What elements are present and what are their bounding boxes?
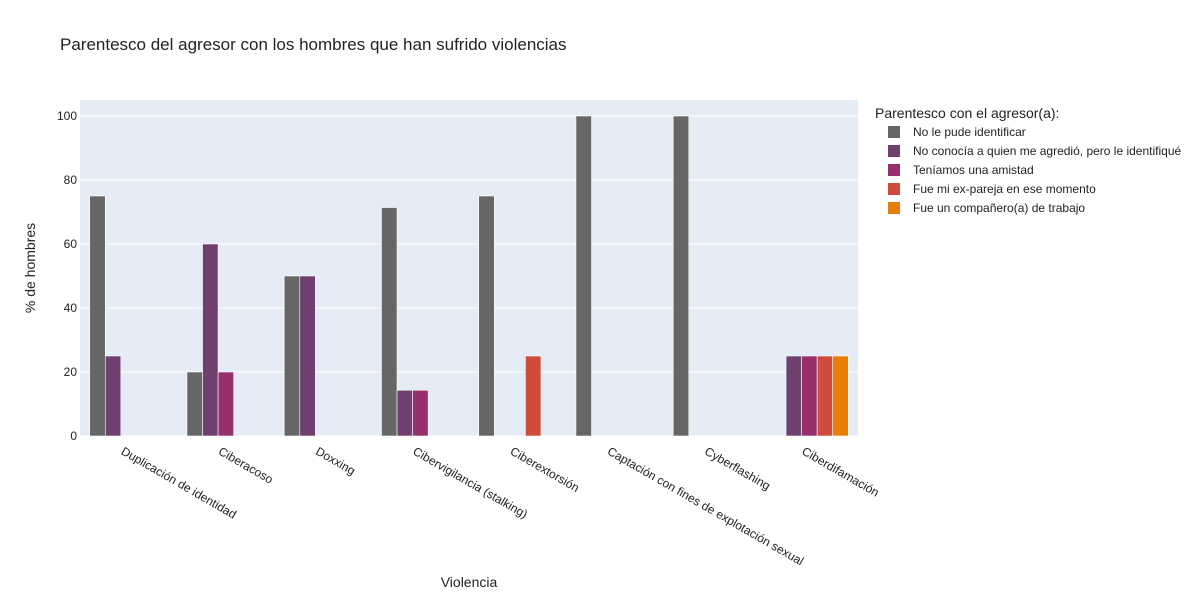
chart-title: Parentesco del agresor con los hombres q… bbox=[60, 35, 567, 54]
y-tick-label: 20 bbox=[64, 365, 78, 379]
bar bbox=[816, 355, 834, 437]
bar bbox=[396, 389, 413, 437]
legend-swatch bbox=[888, 183, 900, 195]
bar bbox=[89, 195, 106, 437]
bar bbox=[832, 355, 849, 437]
bar bbox=[217, 371, 234, 437]
bar bbox=[186, 371, 203, 437]
bars bbox=[89, 115, 849, 437]
y-axis-ticks: 0 20 40 60 80 100 bbox=[57, 109, 77, 443]
x-tick-label: Ciberacoso bbox=[216, 444, 276, 487]
y-tick-label: 80 bbox=[64, 173, 78, 187]
x-tick-label: Ciberdifamación bbox=[799, 444, 881, 499]
y-tick-label: 100 bbox=[57, 109, 77, 123]
y-tick-label: 0 bbox=[70, 429, 77, 443]
y-axis-title: % de hombres bbox=[22, 223, 38, 313]
bar bbox=[478, 195, 495, 437]
x-tick-label: Ciberextorsión bbox=[508, 444, 582, 495]
bar bbox=[785, 355, 802, 437]
bar bbox=[381, 207, 398, 437]
bar bbox=[104, 355, 122, 437]
legend: Parentesco con el agresor(a): No le pude… bbox=[875, 105, 1182, 215]
x-axis-title: Violencia bbox=[441, 574, 498, 590]
bar bbox=[283, 275, 301, 437]
x-tick-label: Doxxing bbox=[313, 444, 358, 478]
bar bbox=[672, 115, 690, 437]
x-tick-label: Captación con fines de explotación sexua… bbox=[605, 444, 806, 568]
bar bbox=[202, 243, 219, 437]
legend-label: No conocía a quien me agredió, pero le i… bbox=[913, 144, 1182, 158]
legend-label: No le pude identificar bbox=[913, 125, 1026, 139]
bar bbox=[525, 355, 542, 437]
y-tick-label: 40 bbox=[64, 301, 78, 315]
bar bbox=[575, 115, 592, 437]
bar bbox=[412, 389, 429, 437]
bar bbox=[801, 355, 818, 437]
y-tick-label: 60 bbox=[64, 237, 78, 251]
legend-label: Fue mi ex-pareja en ese momento bbox=[913, 182, 1096, 196]
legend-swatch bbox=[888, 126, 900, 138]
legend-swatch bbox=[888, 202, 900, 214]
legend-swatch bbox=[888, 164, 900, 176]
legend-label: Fue un compañero(a) de trabajo bbox=[913, 201, 1085, 215]
bar bbox=[299, 275, 316, 437]
legend-swatch bbox=[888, 145, 900, 157]
legend-label: Teníamos una amistad bbox=[913, 163, 1034, 177]
legend-title: Parentesco con el agresor(a): bbox=[875, 105, 1059, 121]
x-tick-label: Cyberflashing bbox=[702, 444, 773, 493]
